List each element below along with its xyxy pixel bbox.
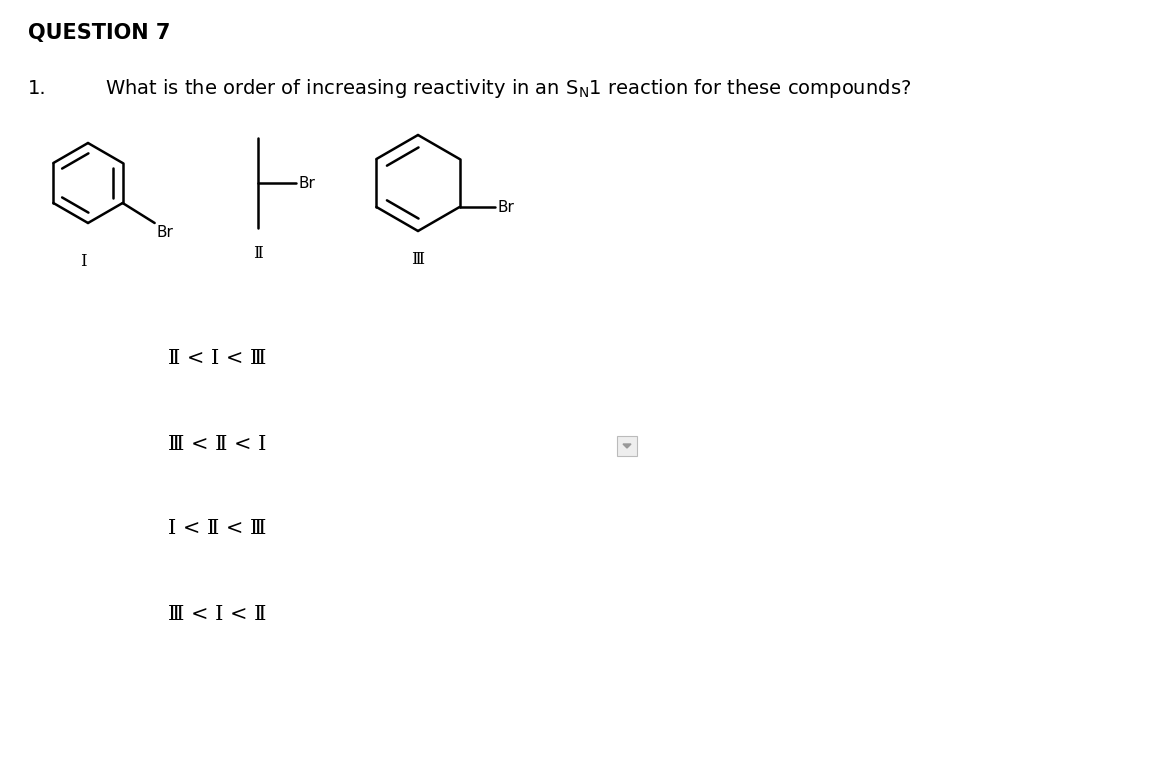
Text: Br: Br bbox=[157, 225, 173, 240]
Text: What is the order of increasing reactivity in an $\mathregular{S_N}$1 reaction f: What is the order of increasing reactivi… bbox=[105, 76, 912, 100]
Text: Ⅲ < Ⅰ < Ⅱ: Ⅲ < Ⅰ < Ⅱ bbox=[168, 605, 267, 625]
Text: Ⅰ: Ⅰ bbox=[80, 253, 87, 270]
Text: Ⅲ: Ⅲ bbox=[412, 250, 425, 268]
Text: Br: Br bbox=[299, 176, 316, 190]
Text: Ⅱ < Ⅰ < Ⅲ: Ⅱ < Ⅰ < Ⅲ bbox=[168, 349, 267, 367]
FancyBboxPatch shape bbox=[617, 436, 637, 456]
Polygon shape bbox=[623, 444, 631, 448]
Text: QUESTION 7: QUESTION 7 bbox=[28, 23, 171, 43]
Text: Ⅰ < Ⅱ < Ⅲ: Ⅰ < Ⅱ < Ⅲ bbox=[168, 519, 267, 537]
Text: 1.: 1. bbox=[28, 79, 46, 98]
Text: Ⅲ < Ⅱ < Ⅰ: Ⅲ < Ⅱ < Ⅰ bbox=[168, 435, 267, 455]
Text: Br: Br bbox=[497, 200, 515, 215]
Text: Ⅱ: Ⅱ bbox=[253, 244, 263, 261]
